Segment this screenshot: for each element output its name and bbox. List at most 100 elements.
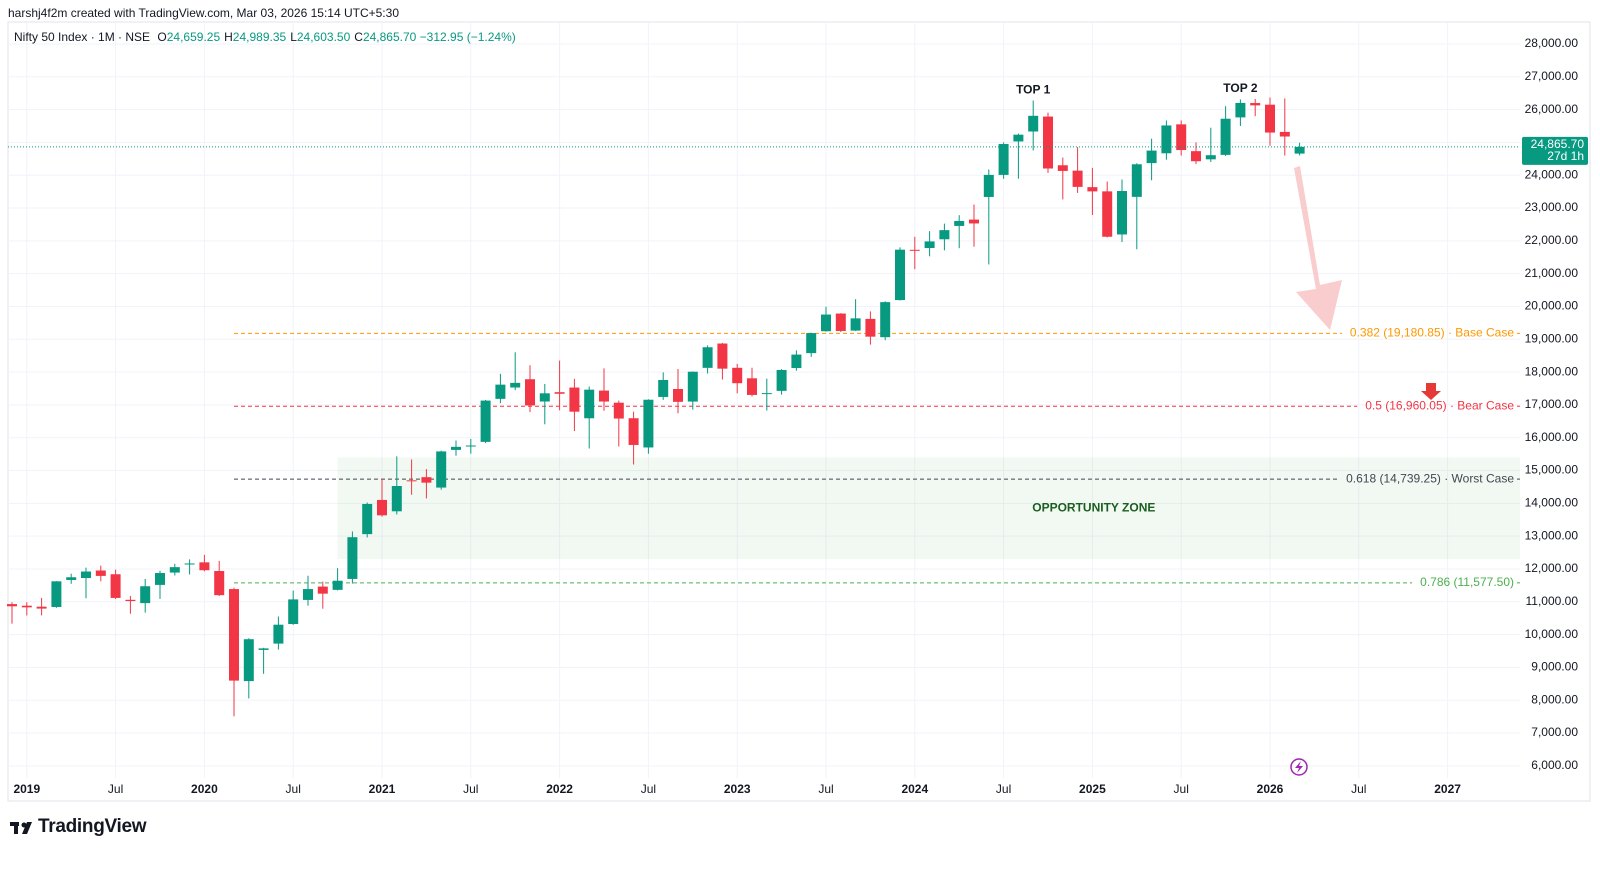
annotation: TOP 2	[1223, 81, 1258, 95]
level-label: 0.618 (14,739.25) · Worst Case	[1346, 471, 1514, 485]
y-tick-label: 16,000.00	[1525, 430, 1579, 444]
y-tick-label: 21,000.00	[1525, 266, 1579, 280]
candle-body	[628, 418, 639, 445]
candle-body	[702, 347, 713, 368]
x-tick-label: 2023	[724, 782, 751, 796]
plot: OPPORTUNITY ZONE 0.382 (19,180.85) · Base…	[7, 81, 1521, 717]
chart-frame	[7, 21, 1591, 802]
last-price-box	[1522, 136, 1588, 165]
x-tick-label: 2022	[546, 782, 573, 796]
ohlc-key: C	[354, 30, 363, 44]
event-icon-bolt	[1295, 761, 1303, 773]
candle-body	[184, 563, 195, 565]
candle-body	[1057, 165, 1068, 171]
candle-body	[1028, 115, 1039, 132]
candle-body	[1087, 187, 1098, 192]
candle-body	[998, 144, 1009, 175]
y-tick-label: 7,000.00	[1531, 725, 1578, 739]
y-tick-label: 13,000.00	[1525, 528, 1579, 542]
candle-body	[155, 573, 165, 585]
y-tick-label: 26,000.00	[1525, 102, 1579, 116]
x-tick-label: 2020	[191, 782, 218, 796]
down-arrow-icon	[1421, 383, 1441, 400]
grid	[8, 22, 1520, 778]
ohlc-value: 24,603.50	[296, 30, 351, 44]
y-tick-label: 15,000.00	[1525, 463, 1579, 477]
candle-body	[21, 605, 32, 608]
x-tick-label: 2027	[1434, 782, 1461, 796]
candle-body	[821, 314, 831, 332]
candle-body	[969, 219, 979, 224]
y-tick-label: 23,000.00	[1525, 200, 1579, 214]
candle-body	[791, 354, 802, 369]
candle-body	[1146, 150, 1157, 164]
y-tick-label: 17,000.00	[1525, 397, 1579, 411]
candle-body	[451, 446, 461, 450]
candle-body	[95, 570, 106, 576]
candle-body	[362, 503, 373, 535]
zone-label: OPPORTUNITY ZONE	[1032, 500, 1155, 514]
candle-body	[258, 648, 269, 650]
candle-body	[51, 581, 62, 607]
x-tick-label: 2019	[13, 782, 40, 796]
ohlc-value: 24,659.25	[166, 30, 221, 44]
ohlc-key: L	[290, 30, 297, 44]
candle-body	[539, 393, 550, 402]
candle-body	[850, 318, 861, 331]
candle-body	[377, 499, 387, 516]
candle-body	[924, 241, 935, 249]
x-tick-label: Jul	[996, 782, 1011, 796]
candle-body	[1043, 116, 1053, 169]
candle-body	[717, 343, 728, 369]
candle-body	[939, 230, 950, 240]
candle-body	[673, 389, 683, 402]
candle-body	[1279, 131, 1290, 137]
candle-body	[288, 599, 299, 625]
x-tick-label: Jul	[1351, 782, 1366, 796]
y-tick-label: 11,000.00	[1526, 594, 1579, 608]
y-tick-label: 20,000.00	[1525, 299, 1579, 313]
candle-body	[806, 333, 817, 354]
candle-body	[1013, 134, 1024, 142]
change: −312.95 (−1.24%)	[419, 30, 516, 44]
candle-body	[273, 624, 284, 644]
candle-body	[406, 480, 417, 482]
candle-body	[1176, 124, 1187, 151]
candle-body	[732, 367, 743, 384]
candle-body	[510, 382, 521, 388]
y-tick-label: 6,000.00	[1531, 758, 1578, 772]
candle-body	[1191, 151, 1201, 162]
brand: TradingView	[38, 816, 147, 837]
candle-body	[480, 400, 491, 442]
candle-body	[599, 390, 609, 402]
brand-logo	[10, 822, 32, 834]
candle-body	[347, 537, 358, 579]
event-icon	[1290, 758, 1308, 776]
candle-body	[1117, 191, 1127, 235]
candle-body	[569, 387, 580, 412]
x-tick-label: Jul	[641, 782, 656, 796]
projection-arrow	[1294, 166, 1342, 330]
candle-body	[391, 486, 402, 512]
x-tick-label: Jul	[463, 782, 478, 796]
candle-body	[436, 451, 447, 488]
candle-body	[1235, 102, 1246, 118]
candle-body	[909, 249, 920, 251]
candle-body	[1250, 103, 1261, 106]
ohlc: O24,659.25 H24,989.35 L24,603.50 C24,865.70	[153, 30, 419, 44]
candle-body	[303, 589, 313, 600]
candle-body	[895, 249, 905, 301]
candle-body	[643, 399, 654, 448]
candle-body	[317, 586, 328, 594]
opportunity-zone	[337, 457, 1521, 560]
candle-body	[169, 567, 180, 573]
candle-body	[7, 604, 17, 607]
symbol-legend: Nifty 50 Index · 1M · NSE O24,659.25 H24,…	[14, 30, 516, 44]
y-tick-label: 24,000.00	[1525, 167, 1579, 181]
x-tick-label: Jul	[1174, 782, 1189, 796]
x-tick-label: 2026	[1257, 782, 1284, 796]
candle-body	[880, 302, 891, 338]
candle-body	[1265, 104, 1275, 133]
